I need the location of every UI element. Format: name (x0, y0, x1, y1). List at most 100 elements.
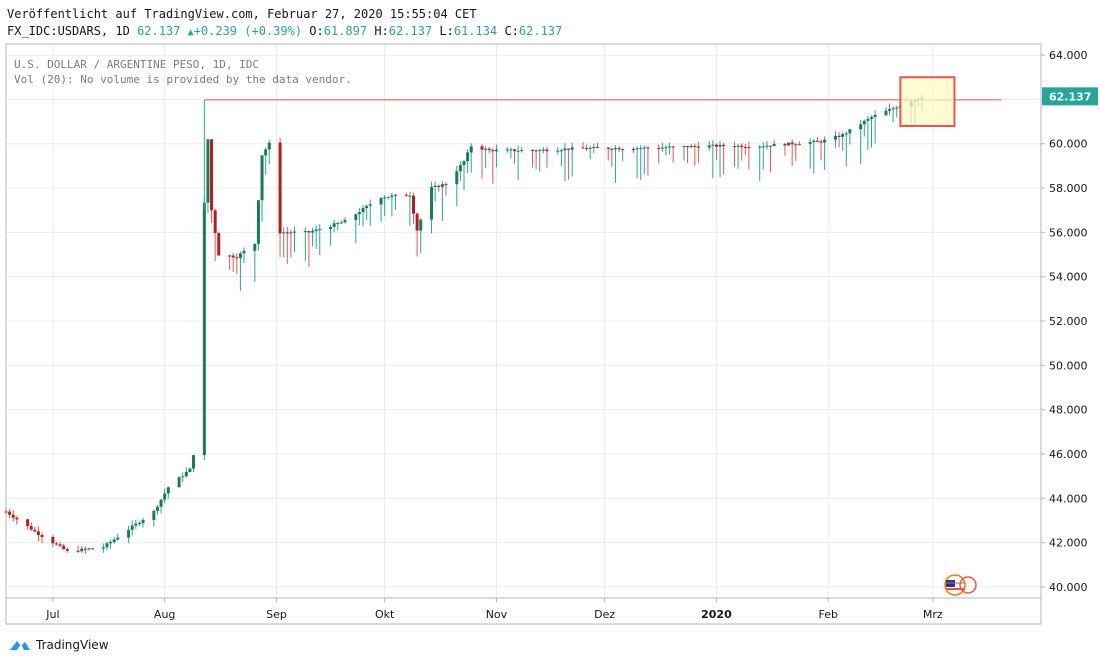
candle-body (635, 148, 639, 150)
candle-body (559, 150, 563, 152)
candle-body (329, 226, 333, 230)
candle-body (101, 547, 105, 549)
candle-body (390, 195, 394, 197)
candle-body (884, 110, 888, 115)
candle-body (231, 255, 235, 258)
candle-body (278, 142, 282, 234)
candle-body (487, 148, 491, 151)
candle-body (631, 149, 635, 151)
candle-body (105, 543, 109, 548)
candle-body (166, 487, 170, 494)
change-text: +0.239 (+0.39%) (193, 24, 303, 38)
candle-body (790, 142, 794, 145)
candle-body (531, 150, 535, 152)
candle-body (253, 243, 257, 251)
candle-body (65, 549, 69, 551)
candle-body (76, 550, 80, 552)
candle-body (769, 145, 773, 147)
candle-body (765, 145, 769, 147)
published-text: Veröffentlicht auf TradingView.com, Febr… (7, 7, 477, 21)
candle-body (155, 506, 159, 511)
candle-body (159, 499, 163, 507)
candle-body (152, 510, 156, 520)
price-tick-label: 64.000 (1049, 49, 1088, 62)
candle-body (545, 149, 549, 152)
candle-body (368, 204, 372, 206)
time-tick-label: Mrz (923, 608, 943, 621)
flag-badge-icon (944, 574, 977, 596)
low-value: 61.134 (453, 24, 498, 38)
candle-body (660, 147, 664, 149)
close-value: 62.137 (518, 24, 563, 38)
candle-body (455, 171, 459, 185)
candle-body (83, 548, 87, 550)
candle-body (192, 455, 196, 469)
candle-body (621, 149, 625, 151)
candle-body (711, 144, 715, 146)
candle-body (184, 472, 188, 477)
candle-body (26, 519, 30, 527)
candle-body (585, 147, 589, 149)
candle-body (740, 145, 744, 148)
close-label: C: (504, 24, 519, 38)
candle-body (4, 511, 8, 513)
candle-body (639, 148, 643, 150)
candle-body (787, 142, 791, 146)
plot-frame (5, 43, 1042, 625)
brand-name: TradingView (36, 638, 109, 652)
candle-body (516, 150, 520, 152)
price-tick-label: 50.000 (1049, 359, 1088, 372)
candle-body (357, 212, 361, 215)
candle-body (732, 146, 736, 148)
time-tick-label: Okt (375, 608, 395, 621)
candle-body (393, 194, 397, 196)
candle-body (888, 108, 892, 111)
last-price-label: 62.137 (1049, 90, 1091, 103)
candle-body (848, 129, 852, 134)
last-price-badge (1042, 87, 1098, 106)
candle-body (642, 147, 646, 149)
price-tick-label: 58.000 (1049, 182, 1088, 195)
candle-body (307, 231, 311, 233)
candle-body (895, 107, 899, 109)
candle-body (332, 223, 336, 227)
candle-body (8, 511, 12, 515)
candle-body (11, 514, 15, 518)
candle-body (163, 493, 167, 500)
time-tick-label: Nov (486, 608, 508, 621)
candle-body (797, 144, 801, 146)
candle-body (181, 476, 185, 478)
candle-body (491, 150, 495, 152)
price-axis[interactable]: 40.000 42.000 44.000 46.000 48.000 50.000 52.0… (1041, 49, 1088, 594)
candle-body (383, 197, 387, 199)
candle-body (541, 149, 545, 151)
candle-body (33, 529, 37, 532)
candle-body (520, 150, 524, 152)
candle-body (758, 146, 762, 148)
candle-body (588, 147, 592, 149)
price-tick-label: 46.000 (1049, 448, 1088, 461)
candle-body (188, 468, 192, 473)
time-axis[interactable]: Jul Aug Sep Okt Nov Dez 2020 Feb Mrz (45, 598, 943, 621)
candle-body (617, 148, 621, 150)
candle-body (841, 134, 845, 137)
candle-body (458, 165, 462, 172)
candle-body (112, 539, 116, 542)
candle-body (812, 140, 816, 143)
drawings: 62.137 (203, 76, 1098, 211)
candle-body (62, 545, 66, 550)
candle-body (404, 194, 408, 196)
candle-body (606, 147, 610, 149)
candle-body (686, 146, 690, 148)
price-tick-label: 52.000 (1049, 315, 1088, 328)
candle-body (343, 220, 347, 223)
candle-body (311, 231, 315, 233)
candle-body (696, 146, 700, 148)
candle-body (354, 214, 358, 221)
candle-body (285, 232, 289, 234)
high-label: H: (374, 24, 389, 38)
candle-body (870, 116, 874, 119)
candle-body (772, 143, 776, 147)
candle-body (130, 525, 134, 530)
